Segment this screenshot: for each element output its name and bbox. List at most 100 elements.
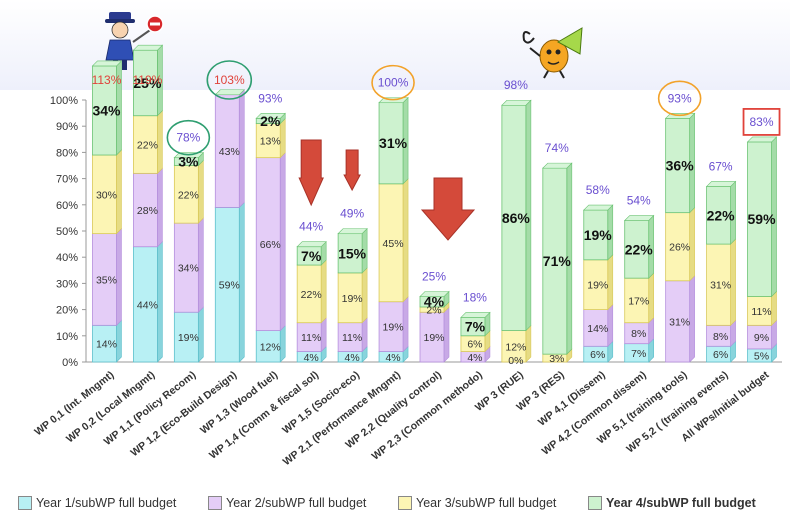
segment-label: 34% <box>178 263 199 275</box>
bar-segment-side <box>238 201 245 363</box>
bars-layer: 14%35%30%34%113%44%28%22%25%119%19%34%22… <box>92 44 778 367</box>
bar-segment <box>133 115 158 174</box>
bar-segment-side <box>157 109 163 175</box>
segment-label: 4% <box>424 294 445 310</box>
stacked-bar-chart: 0%10%20%30%40%50%60%70%80%90%100%WP 0,1 … <box>32 12 782 468</box>
segment-label: 19% <box>383 322 404 334</box>
y-tick-label: 10% <box>56 331 78 343</box>
legend-label: Year 4/subWP full budget <box>606 496 756 510</box>
bar-segment-side <box>320 259 327 324</box>
bar-segment-side <box>689 206 695 282</box>
chart-legend: Year 1/subWP full budget Year 2/subWP ful… <box>18 496 788 516</box>
total-label: 103% <box>214 73 245 87</box>
segment-label: 11% <box>342 332 362 344</box>
legend-item: Year 4/subWP full budget <box>588 496 756 510</box>
y-tick-label: 60% <box>56 200 78 212</box>
segment-label: 66% <box>260 239 281 251</box>
bar-segment <box>624 220 650 279</box>
y-tick-label: 50% <box>56 226 78 238</box>
legend-swatch <box>18 496 32 510</box>
y-tick-label: 20% <box>56 305 78 317</box>
segment-label: 31% <box>379 135 408 151</box>
legend-item: Year 1/subWP full budget <box>18 496 176 510</box>
bar-segment <box>92 65 117 156</box>
bar-segment <box>337 272 363 324</box>
segment-label: 15% <box>338 245 367 261</box>
y-tick-label: 80% <box>56 147 78 159</box>
bar-top <box>255 113 286 119</box>
bar-segment-side <box>730 238 736 327</box>
segment-label: 7% <box>465 319 486 335</box>
bar-segment-side <box>648 272 655 324</box>
bar-segment <box>92 154 117 235</box>
policeman-stop-sign-icon <box>105 12 164 70</box>
party-horn-character-icon <box>522 27 583 79</box>
bar-segment <box>133 172 158 248</box>
segment-label: 0% <box>508 355 523 367</box>
segment-label: 44% <box>137 299 158 311</box>
segment-label: 6% <box>467 339 482 351</box>
highlight-circle <box>166 119 211 156</box>
y-tick-label: 40% <box>56 252 78 264</box>
segment-label: 22% <box>301 289 322 301</box>
bar-segment-side <box>116 227 122 327</box>
bar-segment <box>583 259 609 311</box>
total-label: 100% <box>378 76 409 90</box>
total-label: 83% <box>750 115 774 129</box>
segment-label: 25% <box>133 75 162 91</box>
bar-segment-side <box>689 275 695 363</box>
bar-segment <box>665 280 691 363</box>
segment-label: 8% <box>631 328 646 340</box>
bar-top <box>705 181 737 187</box>
segment-label: 4% <box>345 352 360 364</box>
bar-segment <box>255 123 281 159</box>
total-label: 98% <box>504 78 528 92</box>
bar-segment-side <box>279 324 286 363</box>
segment-label: 86% <box>502 210 531 226</box>
y-tick-label: 70% <box>56 174 78 186</box>
total-label: 113% <box>92 73 122 87</box>
bar-segment-side <box>238 89 245 209</box>
legend-label: Year 1/subWP full budget <box>36 496 177 510</box>
bar-segment <box>133 49 158 117</box>
decorations <box>105 12 583 79</box>
segment-label: 19% <box>584 227 613 243</box>
total-label: 49% <box>340 207 364 221</box>
y-tick-label: 30% <box>56 278 78 290</box>
bar-segment-side <box>402 296 409 353</box>
bar-top <box>623 215 655 221</box>
header-band <box>0 0 790 90</box>
bar-segment <box>214 94 240 208</box>
bar-top <box>746 136 778 143</box>
bar-segment <box>583 309 609 347</box>
segment-label: 19% <box>423 332 444 344</box>
segment-label: 35% <box>96 274 117 286</box>
bar-top <box>501 99 532 106</box>
segment-label: 6% <box>590 349 605 361</box>
bar-segment-side <box>443 306 450 363</box>
total-label: 93% <box>258 91 282 105</box>
bar-segment <box>255 330 281 363</box>
bar-segment-side <box>198 306 204 363</box>
bar-segment <box>665 117 691 214</box>
segment-label: 43% <box>219 146 240 158</box>
bar-segment-side <box>157 240 163 363</box>
bar-segment <box>92 233 117 326</box>
bar-segment <box>706 186 731 245</box>
segment-label: 22% <box>178 189 199 201</box>
segment-label: 8% <box>713 331 728 343</box>
segment-label: 3% <box>549 353 564 365</box>
segment-label: 30% <box>96 189 117 201</box>
segment-label: 45% <box>383 238 404 250</box>
bar-segment-side <box>198 159 204 224</box>
bar-segment <box>665 212 691 282</box>
bar-segment-side <box>771 290 777 327</box>
bar-segment-side <box>279 117 286 159</box>
bar-top <box>583 204 614 211</box>
segment-label: 7% <box>301 248 322 264</box>
bar-segment <box>296 264 322 324</box>
segment-label: 17% <box>628 295 649 307</box>
segment-label: 2% <box>260 113 281 129</box>
bar-segment <box>173 311 199 363</box>
segment-label: 12% <box>505 341 526 353</box>
